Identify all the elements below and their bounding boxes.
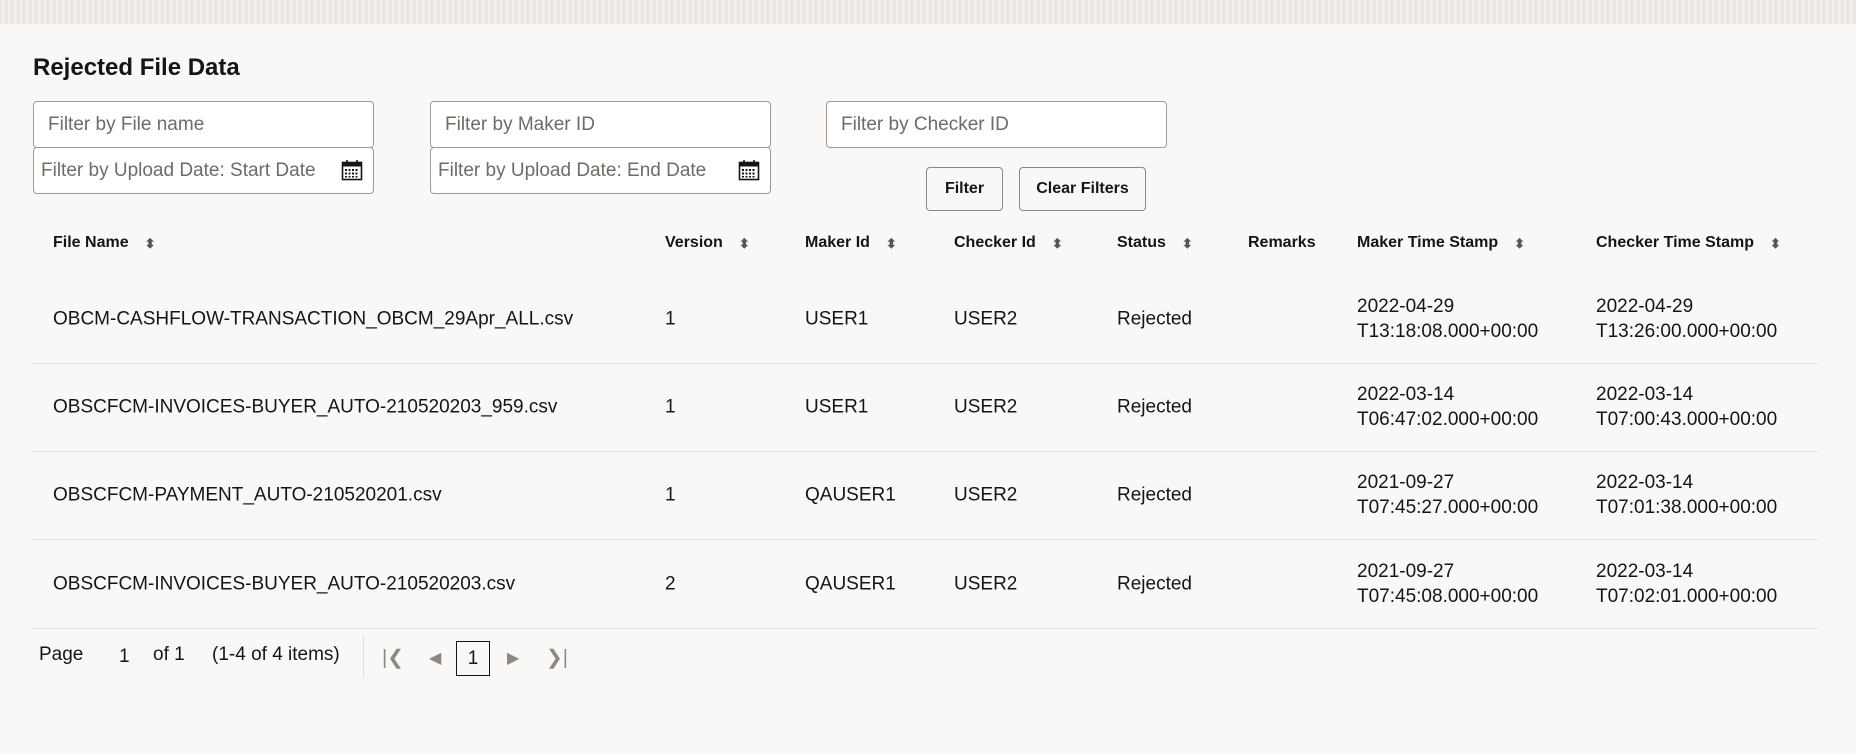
- timestamp-line: 2022-04-29: [1357, 296, 1455, 317]
- column-header-status[interactable]: Status ⬍: [1117, 234, 1193, 252]
- page-number-button[interactable]: 1: [456, 641, 490, 676]
- timestamp-line: 2021-09-27: [1357, 561, 1455, 582]
- sort-icon[interactable]: ⬍: [1051, 235, 1063, 251]
- maker-ts-cell: 2022-03-14 T06:47:02.000+00:00: [1357, 382, 1538, 432]
- last-page-icon[interactable]: ❯|: [546, 647, 568, 669]
- status-cell: Rejected: [1117, 396, 1192, 418]
- maker-cell: USER1: [805, 308, 869, 330]
- status-cell: Rejected: [1117, 484, 1192, 506]
- table-row[interactable]: OBCM-CASHFLOW-TRANSACTION_OBCM_29Apr_ALL…: [33, 275, 1818, 364]
- column-label: Remarks: [1248, 234, 1316, 251]
- column-header-version[interactable]: Version ⬍: [665, 234, 750, 252]
- version-cell: 1: [665, 484, 676, 506]
- clear-filters-button[interactable]: Clear Filters: [1019, 167, 1146, 211]
- checker-ts-cell: 2022-03-14 T07:00:43.000+00:00: [1596, 382, 1777, 432]
- page-input[interactable]: 1: [119, 646, 130, 667]
- checker-cell: USER2: [954, 573, 1018, 595]
- version-cell: 1: [665, 308, 676, 330]
- start-date-filter[interactable]: [33, 147, 374, 194]
- header-texture: [0, 0, 1856, 24]
- timestamp-line: T06:47:02.000+00:00: [1357, 409, 1539, 430]
- calendar-icon[interactable]: [738, 159, 760, 181]
- filter-button[interactable]: Filter: [926, 167, 1003, 211]
- calendar-icon[interactable]: [341, 159, 363, 181]
- maker-ts-cell: 2022-04-29 T13:18:08.000+00:00: [1357, 294, 1538, 344]
- column-label: Checker Id: [954, 234, 1036, 251]
- timestamp-line: T07:01:38.000+00:00: [1596, 497, 1778, 518]
- maker-id-filter[interactable]: [430, 101, 771, 148]
- table-row[interactable]: OBSCFCM-PAYMENT_AUTO-210520201.csv 1 QAUSE…: [33, 451, 1818, 540]
- timestamp-line: T07:45:27.000+00:00: [1357, 497, 1539, 518]
- column-header-maker-time-stamp[interactable]: Maker Time Stamp ⬍: [1357, 234, 1525, 252]
- sort-icon[interactable]: ⬍: [1181, 235, 1193, 251]
- checker-ts-cell: 2022-03-14 T07:01:38.000+00:00: [1596, 470, 1777, 520]
- checker-ts-cell: 2022-03-14 T07:02:01.000+00:00: [1596, 559, 1777, 609]
- timestamp-line: T07:45:08.000+00:00: [1357, 586, 1539, 607]
- timestamp-line: T07:02:01.000+00:00: [1596, 586, 1778, 607]
- file-name-filter[interactable]: [33, 101, 374, 148]
- first-page-icon[interactable]: |❮: [382, 647, 404, 669]
- table-row[interactable]: OBSCFCM-INVOICES-BUYER_AUTO-210520203.cs…: [33, 540, 1818, 629]
- column-label: Maker Id: [805, 234, 870, 251]
- maker-cell: QAUSER1: [805, 484, 896, 506]
- column-header-checker-id[interactable]: Checker Id ⬍: [954, 234, 1063, 252]
- version-cell: 1: [665, 396, 676, 418]
- checker-cell: USER2: [954, 484, 1018, 506]
- timestamp-line: 2021-09-27: [1357, 472, 1455, 493]
- timestamp-line: 2022-03-14: [1357, 384, 1455, 405]
- timestamp-line: 2022-03-14: [1596, 472, 1694, 493]
- checker-cell: USER2: [954, 308, 1018, 330]
- sort-icon[interactable]: ⬍: [144, 235, 156, 251]
- previous-page-icon[interactable]: ◀: [429, 650, 442, 667]
- maker-cell: USER1: [805, 396, 869, 418]
- file-cell: OBSCFCM-PAYMENT_AUTO-210520201.csv: [53, 484, 442, 506]
- timestamp-line: 2022-04-29: [1596, 296, 1694, 317]
- version-cell: 2: [665, 573, 676, 595]
- status-cell: Rejected: [1117, 308, 1192, 330]
- items-range: (1-4 of 4 items): [212, 644, 340, 665]
- maker-ts-cell: 2021-09-27 T07:45:08.000+00:00: [1357, 559, 1538, 609]
- timestamp-line: 2022-03-14: [1596, 384, 1694, 405]
- sort-icon[interactable]: ⬍: [1514, 235, 1525, 251]
- file-cell: OBSCFCM-INVOICES-BUYER_AUTO-210520203_95…: [53, 396, 558, 418]
- column-header-checker-time-stamp[interactable]: Checker Time Stamp ⬍: [1596, 234, 1781, 252]
- table-row[interactable]: OBSCFCM-INVOICES-BUYER_AUTO-210520203_95…: [33, 363, 1818, 452]
- page-label: Page: [39, 644, 84, 665]
- timestamp-line: T07:00:43.000+00:00: [1596, 409, 1778, 430]
- page-count: of 1: [153, 644, 185, 665]
- timestamp-line: 2022-03-14: [1596, 561, 1694, 582]
- timestamp-line: T13:18:08.000+00:00: [1357, 321, 1539, 342]
- sort-icon[interactable]: ⬍: [738, 235, 750, 251]
- checker-ts-cell: 2022-04-29 T13:26:00.000+00:00: [1596, 294, 1777, 344]
- column-header-maker-id[interactable]: Maker Id ⬍: [805, 234, 897, 252]
- page-title: Rejected File Data: [33, 54, 240, 81]
- pagination-divider: [363, 636, 364, 678]
- file-cell: OBSCFCM-INVOICES-BUYER_AUTO-210520203.cs…: [53, 573, 516, 595]
- next-page-icon[interactable]: ▶: [507, 650, 520, 667]
- column-label: Version: [665, 234, 723, 251]
- column-label: Maker Time Stamp: [1357, 234, 1499, 251]
- checker-cell: USER2: [954, 396, 1018, 418]
- checker-id-filter[interactable]: [826, 101, 1167, 148]
- column-label: Checker Time Stamp: [1596, 234, 1754, 251]
- column-header-remarks: Remarks: [1248, 234, 1316, 252]
- end-date-filter[interactable]: [430, 147, 771, 194]
- maker-cell: QAUSER1: [805, 573, 896, 595]
- sort-icon[interactable]: ⬍: [885, 235, 897, 251]
- column-header-file-name[interactable]: File Name ⬍: [53, 234, 156, 252]
- file-cell: OBCM-CASHFLOW-TRANSACTION_OBCM_29Apr_ALL…: [53, 308, 574, 330]
- column-label: File Name: [53, 234, 129, 251]
- sort-icon[interactable]: ⬍: [1770, 235, 1781, 251]
- timestamp-line: T13:26:00.000+00:00: [1596, 321, 1778, 342]
- maker-ts-cell: 2021-09-27 T07:45:27.000+00:00: [1357, 470, 1538, 520]
- column-label: Status: [1117, 234, 1166, 251]
- status-cell: Rejected: [1117, 573, 1192, 595]
